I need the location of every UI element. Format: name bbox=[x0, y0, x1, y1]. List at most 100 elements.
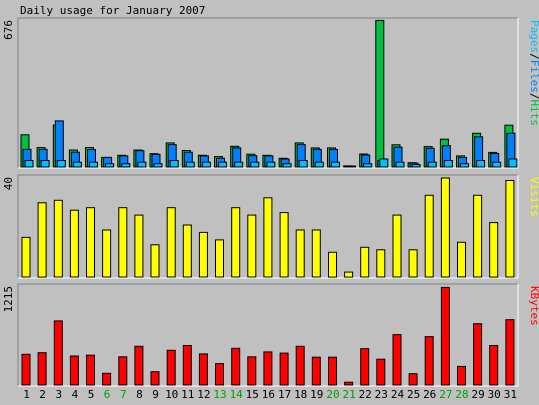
x-tick-label: 21 bbox=[342, 388, 355, 401]
visits-bar bbox=[166, 207, 176, 278]
kbytes-bar bbox=[21, 353, 31, 386]
kbytes-bar bbox=[247, 356, 257, 386]
visits-bar bbox=[150, 244, 160, 278]
x-tick-label: 23 bbox=[375, 388, 388, 401]
x-tick-label: 16 bbox=[262, 388, 275, 401]
visits-bar bbox=[440, 177, 450, 278]
x-tick-label: 26 bbox=[423, 388, 436, 401]
x-tick-label: 7 bbox=[120, 388, 127, 401]
panel-kbytes: 1215 KBytes bbox=[2, 283, 539, 387]
kbytes-bar bbox=[376, 358, 386, 386]
pages-bar bbox=[314, 161, 324, 168]
kbytes-bar bbox=[489, 345, 499, 386]
pages-bar bbox=[121, 163, 131, 168]
x-axis-labels: 1 2 3 4 5 6 7 8 9 10 11 12 13 14 15 16 17 18 19 20 21 22 23 24 2… bbox=[23, 388, 517, 401]
visits-bar bbox=[53, 199, 63, 278]
kbytes-bar bbox=[473, 323, 483, 386]
pages-bar bbox=[379, 158, 389, 168]
legend-item: Pages bbox=[528, 20, 539, 53]
kbytes-bar bbox=[118, 356, 128, 386]
legend: Visits bbox=[528, 177, 539, 217]
kbytes-bar bbox=[457, 365, 466, 386]
x-tick-label: 31 bbox=[504, 388, 517, 401]
x-tick-label: 4 bbox=[72, 388, 79, 401]
x-tick-label: 18 bbox=[294, 388, 307, 401]
x-tick-label: 15 bbox=[246, 388, 259, 401]
x-tick-label: 13 bbox=[213, 388, 226, 401]
x-tick-label: 3 bbox=[55, 388, 62, 401]
x-tick-label: 24 bbox=[391, 388, 405, 401]
legend-item: KBytes bbox=[528, 286, 539, 326]
visits-bar bbox=[457, 241, 466, 278]
y-max-label: 1215 bbox=[2, 286, 15, 313]
kbytes-bar bbox=[295, 345, 305, 386]
kbytes-bar bbox=[360, 348, 370, 386]
visits-bar bbox=[69, 209, 79, 278]
visits-bar bbox=[424, 194, 434, 278]
pages-bar bbox=[347, 165, 357, 168]
x-tick-label: 19 bbox=[310, 388, 323, 401]
visits-bar bbox=[118, 207, 128, 278]
legend-item: Files bbox=[528, 60, 539, 93]
x-tick-label: 27 bbox=[439, 388, 452, 401]
pages-bar bbox=[331, 161, 340, 168]
visits-bar bbox=[231, 207, 241, 278]
kbytes-bar bbox=[215, 363, 224, 386]
x-tick-label: 22 bbox=[359, 388, 372, 401]
kbytes-bar bbox=[424, 336, 434, 386]
kbytes-bar bbox=[182, 345, 192, 386]
visits-bar bbox=[489, 222, 499, 278]
y-max-label: 40 bbox=[2, 177, 15, 190]
kbytes-bar bbox=[408, 373, 418, 386]
x-tick-label: 2 bbox=[39, 388, 46, 401]
kbytes-bar bbox=[166, 349, 176, 386]
pages-bar bbox=[395, 161, 405, 168]
panel-visits: 40 Visits bbox=[2, 174, 539, 279]
pages-bar bbox=[266, 161, 276, 168]
x-tick-label: 25 bbox=[407, 388, 420, 401]
kbytes-bar bbox=[53, 320, 63, 386]
legend-item: Visits bbox=[528, 177, 539, 217]
visits-bar bbox=[263, 197, 273, 278]
visits-bar bbox=[295, 229, 305, 278]
kbytes-bar bbox=[279, 352, 289, 386]
visits-bar bbox=[198, 231, 208, 278]
pages-bar bbox=[492, 161, 502, 168]
pages-bar bbox=[105, 163, 115, 168]
x-tick-label: 30 bbox=[488, 388, 501, 401]
pages-bar bbox=[218, 161, 227, 168]
pages-bar bbox=[427, 161, 437, 168]
x-tick-label: 11 bbox=[181, 388, 194, 401]
pages-bar bbox=[460, 163, 469, 168]
y-max-label: 676 bbox=[2, 20, 15, 40]
visits-bar bbox=[344, 271, 354, 278]
visits-bar bbox=[86, 207, 95, 278]
kbytes-bar bbox=[69, 355, 79, 386]
pages-bar bbox=[89, 161, 98, 168]
x-tick-label: 8 bbox=[136, 388, 143, 401]
visits-bar bbox=[215, 239, 224, 278]
legend: KBytes bbox=[528, 286, 539, 326]
x-tick-label: 12 bbox=[197, 388, 210, 401]
visits-bar bbox=[360, 246, 370, 278]
pages-bar bbox=[137, 161, 147, 168]
pages-bar bbox=[24, 160, 34, 168]
x-tick-label: 29 bbox=[471, 388, 484, 401]
visits-bar bbox=[102, 229, 112, 278]
visits-bar bbox=[279, 212, 289, 278]
x-tick-label: 5 bbox=[88, 388, 95, 401]
visits-bar bbox=[392, 214, 402, 278]
pages-bar bbox=[56, 160, 66, 168]
visits-bar bbox=[21, 236, 31, 278]
pages-bar bbox=[476, 160, 486, 168]
visits-bar bbox=[328, 251, 337, 278]
visits-bar bbox=[247, 214, 257, 278]
kbytes-bar bbox=[231, 347, 241, 386]
pages-bar bbox=[411, 164, 421, 168]
pages-bar bbox=[201, 161, 211, 168]
pages-bar bbox=[72, 161, 82, 168]
